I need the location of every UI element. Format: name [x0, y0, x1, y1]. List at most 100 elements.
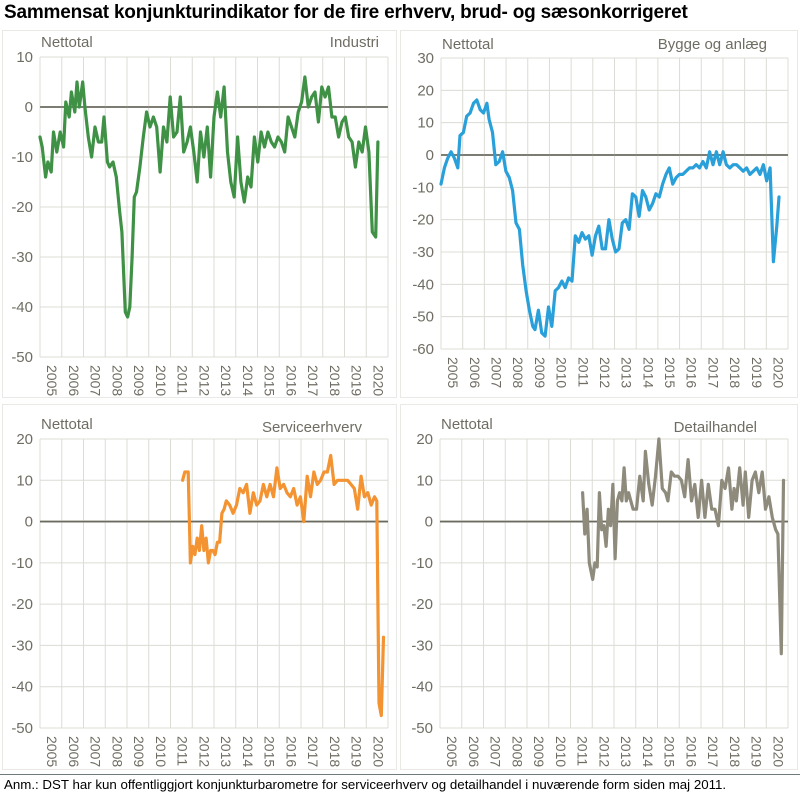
x-tick-label: 2016 — [283, 736, 299, 767]
y-tick-label: -40 — [411, 679, 433, 696]
y-tick-label: -50 — [11, 720, 33, 737]
x-tick-label: 2007 — [489, 357, 505, 388]
y-tick-label: -10 — [412, 179, 434, 196]
y-axis-label: Nettotal — [442, 36, 494, 53]
x-tick-label: 2013 — [618, 736, 634, 767]
x-tick-label: 2007 — [488, 736, 504, 767]
line-chart: 10 0 -10 -20 -30 -40 -50 2005 2006 2007 2008 2009 20… — [11, 49, 389, 396]
series-line — [581, 437, 786, 656]
x-tick-label: 2019 — [349, 736, 365, 767]
x-tick-label: 2015 — [262, 365, 278, 396]
y-tick-label: 10 — [16, 472, 33, 489]
x-tick-label: 2014 — [640, 357, 656, 388]
x-tick-label: 2012 — [196, 736, 212, 767]
series-title: Serviceerhverv — [261, 419, 362, 436]
x-tick-label: 2020 — [370, 736, 386, 767]
chart-panel-detailhandel: Nettotal Detailhandel 20 10 0 -10 -20 -30 -40-… — [400, 404, 798, 770]
y-tick-label: -20 — [11, 596, 33, 613]
y-tick-label: -40 — [11, 299, 33, 316]
y-tick-label: -30 — [412, 244, 434, 261]
x-tick-label: 2015 — [662, 357, 678, 388]
y-tick-label: -20 — [11, 199, 33, 216]
series-line — [439, 98, 781, 338]
x-tick-label: 2013 — [619, 357, 635, 388]
y-tick-label: -10 — [11, 555, 33, 572]
x-tick-label: 2016 — [684, 357, 700, 388]
y-tick-label: 10 — [416, 472, 433, 489]
x-tick-label: 2011 — [175, 736, 191, 766]
y-tick-label: -30 — [11, 249, 33, 266]
x-tick-label: 2010 — [153, 365, 169, 396]
footer-divider — [0, 774, 800, 775]
series-title: Detailhandel — [673, 419, 757, 436]
series-title: Industri — [329, 34, 379, 51]
y-axis-label: Nettotal — [441, 416, 493, 433]
x-tick-label: 2005 — [44, 736, 60, 767]
y-tick-label: -20 — [412, 212, 434, 229]
x-tick-label: 2008 — [509, 736, 525, 767]
x-tick-label: 2016 — [283, 365, 299, 396]
x-tick-label: 2018 — [327, 736, 343, 767]
x-tick-label: 2006 — [466, 736, 482, 767]
series-line — [181, 453, 386, 718]
y-tick-label: -30 — [11, 637, 33, 654]
x-tick-label: 2018 — [327, 365, 343, 396]
x-tick-label: 2017 — [705, 736, 721, 767]
x-tick-label: 2014 — [640, 736, 656, 767]
x-tick-label: 2011 — [575, 736, 591, 766]
x-tick-label: 2016 — [683, 736, 699, 767]
chart-panel-industri: Nettotal Industri 10 0 -10 -20 -30 -40 -50 2005… — [2, 30, 397, 398]
y-tick-label: -40 — [11, 679, 33, 696]
y-tick-label: 30 — [417, 50, 434, 67]
x-tick-label: 2017 — [705, 357, 721, 388]
x-tick-label: 2010 — [153, 736, 169, 767]
y-tick-label: -50 — [412, 309, 434, 326]
y-tick-label: 20 — [16, 431, 33, 448]
x-tick-label: 2011 — [175, 365, 191, 395]
x-tick-label: 2017 — [305, 365, 321, 396]
y-tick-label: -10 — [411, 555, 433, 572]
x-tick-label: 2006 — [66, 365, 82, 396]
x-tick-label: 2009 — [531, 736, 547, 767]
x-tick-label: 2019 — [749, 357, 765, 388]
x-tick-label: 2008 — [109, 736, 125, 767]
x-tick-label: 2005 — [445, 357, 461, 388]
x-tick-label: 2020 — [770, 736, 786, 767]
x-tick-label: 2012 — [596, 736, 612, 767]
series-title: Bygge og anlæg — [657, 36, 767, 53]
y-tick-label: -60 — [412, 341, 434, 358]
y-tick-label: -30 — [411, 637, 433, 654]
x-tick-label: 2013 — [218, 736, 234, 767]
y-axis-label: Nettotal — [41, 34, 93, 51]
x-tick-label: 2009 — [131, 736, 147, 767]
y-tick-label: 0 — [426, 147, 434, 164]
x-tick-label: 2015 — [262, 736, 278, 767]
y-tick-label: 0 — [425, 514, 433, 531]
x-tick-label: 2014 — [240, 736, 256, 767]
x-tick-label: 2018 — [727, 736, 743, 767]
figure-title: Sammensat konjunkturindikator for de fir… — [4, 2, 688, 23]
x-tick-label: 2013 — [218, 365, 234, 396]
chart-panel-serviceerhverv: Nettotal Serviceerhverv 20 10 0 -10 -20 -30 -4… — [2, 404, 397, 770]
x-tick-label: 2014 — [240, 365, 256, 396]
x-tick-label: 2011 — [575, 357, 591, 387]
x-tick-label: 2012 — [597, 357, 613, 388]
x-tick-label: 2006 — [66, 736, 82, 767]
y-tick-label: -40 — [412, 276, 434, 293]
x-tick-label: 2009 — [532, 357, 548, 388]
x-tick-label: 2009 — [131, 365, 147, 396]
y-tick-label: 10 — [417, 115, 434, 132]
x-tick-label: 2007 — [88, 365, 104, 396]
x-tick-label: 2006 — [467, 357, 483, 388]
x-tick-label: 2015 — [662, 736, 678, 767]
y-tick-label: 0 — [25, 514, 33, 531]
y-tick-label: -50 — [411, 720, 433, 737]
x-tick-label: 2019 — [349, 365, 365, 396]
x-tick-label: 2017 — [305, 736, 321, 767]
x-tick-label: 2018 — [727, 357, 743, 388]
y-tick-label: 0 — [25, 99, 33, 116]
y-tick-label: 10 — [16, 49, 33, 66]
x-tick-label: 2020 — [770, 357, 786, 388]
